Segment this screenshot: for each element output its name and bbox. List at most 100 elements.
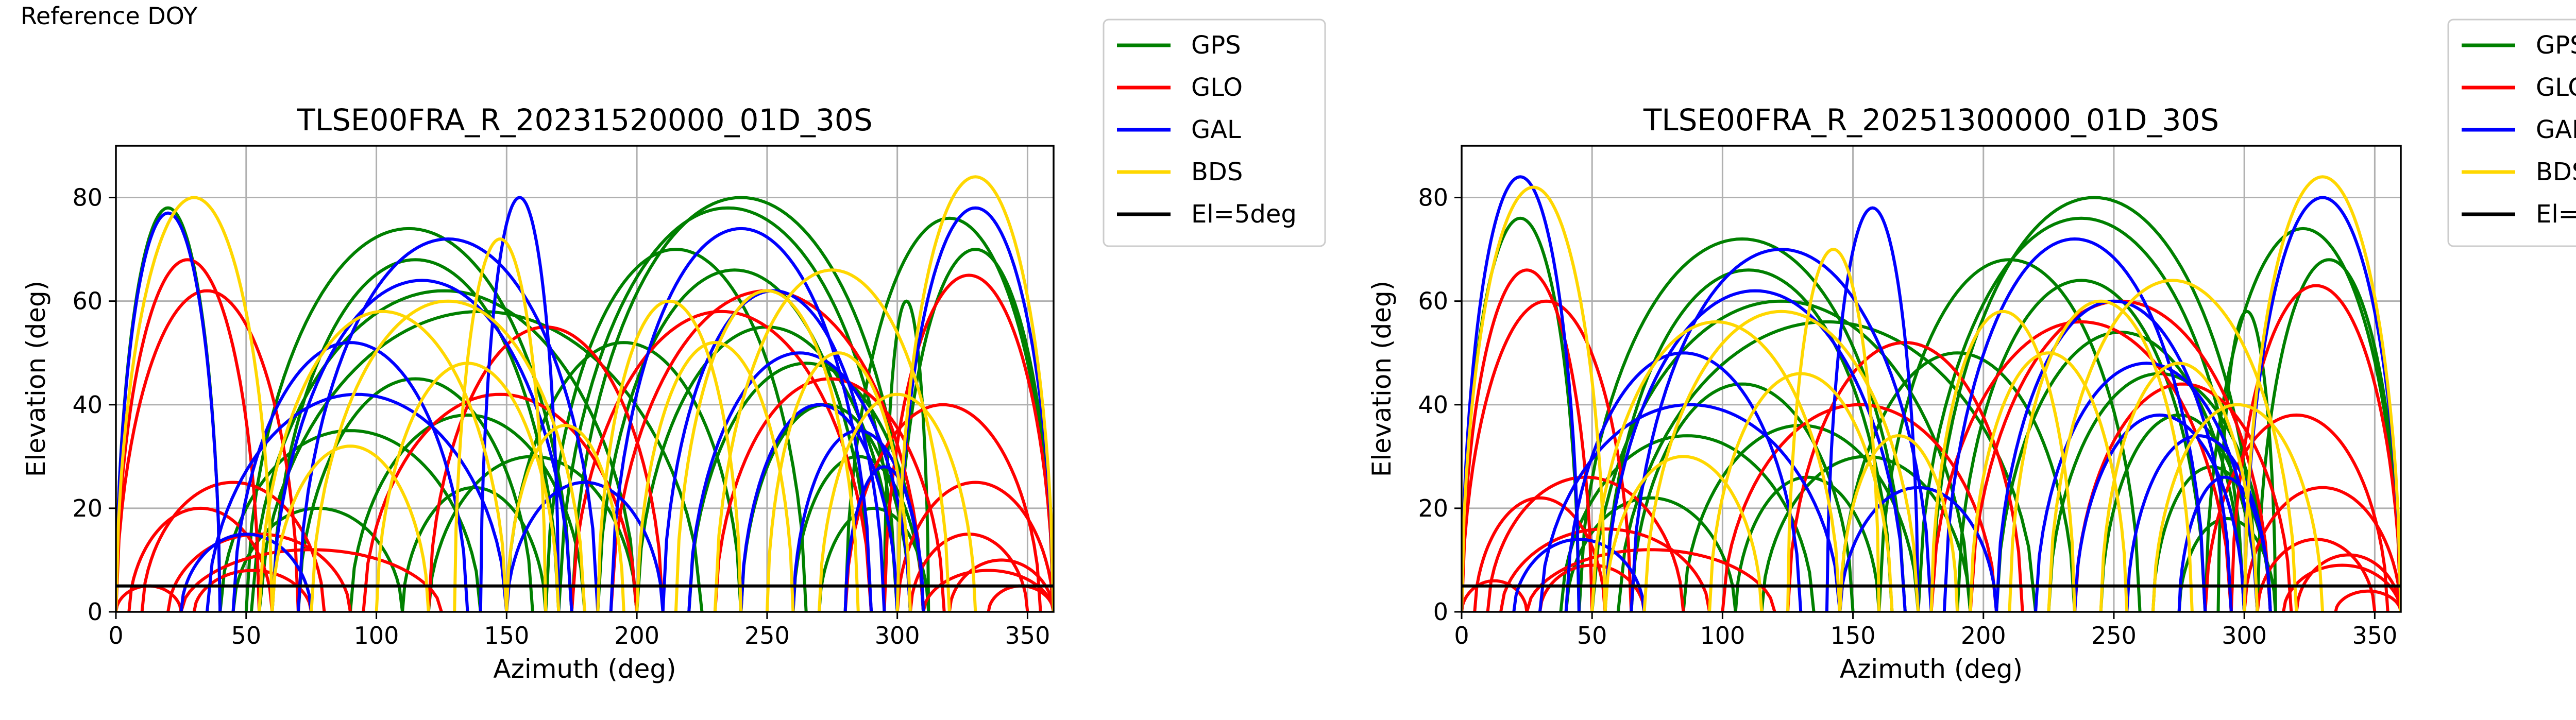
arc-bds: [505, 423, 625, 612]
arc-glo: [192, 569, 313, 612]
arc-gal: [1630, 248, 1933, 612]
arc-bds: [635, 341, 795, 612]
series-gal: [1462, 175, 2401, 612]
arc-gps: [2256, 258, 2401, 612]
legend-label-el5deg: El=5deg: [1191, 200, 1297, 229]
x-tick-label: 200: [614, 622, 659, 649]
arc-glo: [2295, 553, 2401, 612]
plot-data: [116, 175, 1054, 612]
arc-glo: [1462, 579, 1529, 612]
arc-gps: [843, 216, 1054, 612]
arc-bds: [1786, 248, 1881, 612]
arc-gps: [883, 299, 930, 612]
arc-glo: [895, 481, 1054, 612]
legend-label-gal: GAL: [2536, 115, 2576, 144]
arc-gps: [2099, 413, 2259, 612]
arc-glo: [1538, 563, 1646, 612]
arc-glo: [2334, 589, 2401, 612]
legend-label-gal: GAL: [1191, 115, 1241, 144]
x-tick-label: 150: [484, 622, 529, 649]
arc-gal: [739, 403, 899, 612]
arc-bds: [1838, 434, 1959, 612]
chart-title: TLSE00FRA_R_20251300000_01D_30S: [1643, 102, 2219, 138]
arc-bds: [2047, 279, 2298, 612]
arc-glo: [116, 258, 261, 612]
series-gal: [116, 196, 1054, 612]
arc-gal: [1942, 237, 2207, 612]
arc-bds: [2099, 362, 2259, 612]
arc-bds: [2151, 403, 2325, 612]
arc-glo: [1721, 403, 1998, 612]
y-tick-label: 80: [1418, 184, 1448, 212]
y-axis-label: Elevation (deg): [21, 281, 51, 477]
arc-gal: [479, 196, 561, 612]
legend-label-glo: GLO: [1191, 73, 1243, 102]
arc-gal: [505, 481, 665, 612]
y-axis-label: Elevation (deg): [1367, 281, 1397, 477]
arc-glo: [843, 403, 1042, 612]
arc-gps: [1734, 475, 1881, 612]
y-tick-label: 60: [1418, 287, 1448, 315]
legend-box: [1103, 19, 1326, 247]
arc-bds: [765, 351, 912, 612]
arc-bds: [596, 299, 743, 612]
arc-glo: [2243, 486, 2401, 612]
arc-gps: [218, 429, 482, 612]
series-bds: [1462, 175, 2401, 612]
x-tick-label: 200: [1961, 622, 2006, 649]
arc-glo: [1473, 496, 1607, 612]
chart-title: TLSE00FRA_R_20231520000_01D_30S: [296, 102, 872, 138]
arc-gal: [1825, 206, 1920, 612]
arc-gps: [557, 206, 899, 612]
arc-glo: [570, 310, 873, 612]
arc-gal: [843, 465, 925, 612]
chart-1: 0 50 100 150 200 250 300 350 0 20 40 60 80 TLSE00FRA_…: [21, 19, 1326, 684]
arc-gps: [1559, 434, 1816, 612]
x-tick-label: 300: [2222, 622, 2267, 649]
arc-gps: [1838, 351, 2076, 612]
x-tick-label: 300: [875, 622, 920, 649]
arc-gps: [570, 196, 912, 612]
x-tick-label: 250: [2091, 622, 2137, 649]
arc-gal: [1838, 486, 1998, 612]
arc-bds: [270, 444, 430, 612]
x-tick-label: 0: [108, 622, 123, 649]
x-tick-label: 50: [1577, 622, 1607, 649]
arc-bds: [1462, 185, 1607, 612]
arc-gal: [895, 206, 1054, 612]
y-tick-label: 20: [72, 494, 103, 522]
arc-gal: [116, 211, 222, 612]
arc-glo: [2073, 382, 2293, 612]
legend-label-bds: BDS: [2536, 158, 2576, 186]
y-tick-label: 60: [72, 287, 103, 315]
y-tick-label: 40: [72, 391, 103, 419]
arc-gps: [1462, 216, 1581, 612]
arc-gal: [1603, 289, 1907, 612]
arc-gps: [401, 486, 548, 612]
arc-glo: [179, 548, 443, 612]
x-tick-label: 250: [744, 622, 790, 649]
arc-glo: [1462, 268, 1594, 612]
arc-gal: [1462, 175, 1581, 612]
arc-bds: [674, 289, 860, 612]
axes-frame: [1461, 145, 2402, 613]
legend-label-el5deg: El=5deg: [2536, 200, 2576, 229]
x-tick-label: 100: [354, 622, 399, 649]
arc-glo: [1462, 299, 1633, 612]
arc-gal: [2125, 434, 2272, 612]
arc-gal: [2073, 413, 2246, 612]
arc-gal: [1564, 351, 1803, 612]
arc-glo: [140, 481, 326, 612]
arc-gps: [1577, 237, 1907, 612]
arc-bds: [116, 196, 274, 612]
arc-gal: [2177, 475, 2272, 612]
arc-gps: [895, 248, 1054, 612]
arc-gal: [270, 279, 573, 612]
arc-bds: [895, 175, 1054, 612]
legend: GPS GLO GAL BDS El=5deg: [2447, 19, 2576, 247]
legend-label-gps: GPS: [2536, 31, 2576, 60]
arc-glo: [2282, 563, 2401, 612]
arc-gps: [1917, 216, 2246, 612]
arc-glo: [116, 289, 300, 612]
arc-bds: [1603, 455, 1764, 612]
